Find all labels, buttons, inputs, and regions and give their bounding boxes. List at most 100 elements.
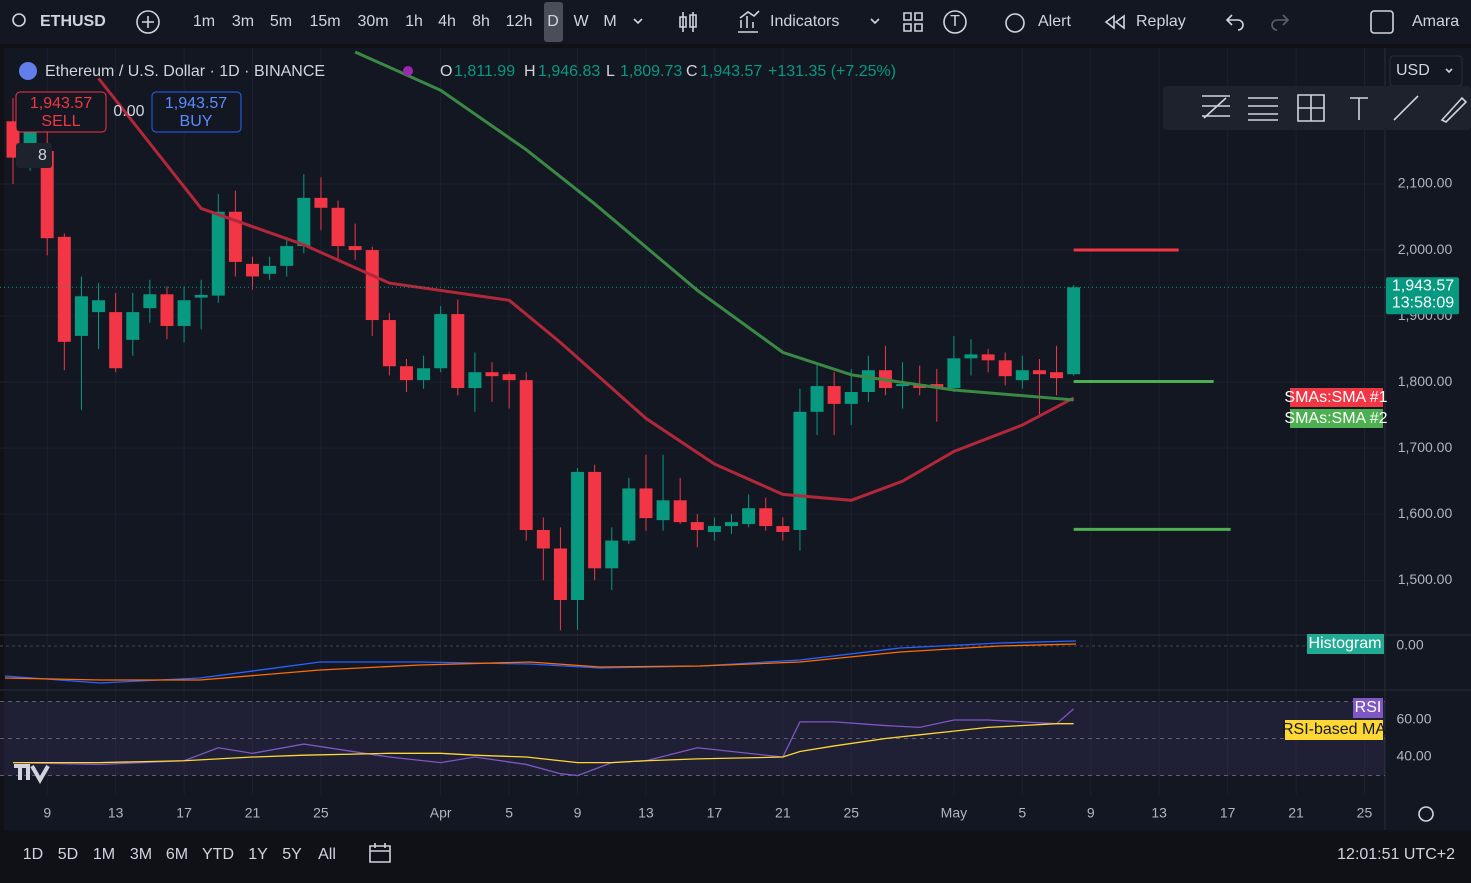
x-tick-label: 5 (1018, 805, 1026, 821)
candle-body (605, 540, 619, 569)
brush-tool[interactable] (1440, 96, 1468, 123)
y-tick-label: 1,800.00 (1398, 373, 1453, 389)
redo[interactable] (1271, 14, 1290, 31)
rsi-ma-tag (1285, 720, 1383, 740)
interval[interactable]: 1h (405, 13, 423, 30)
y-tick-label: 1,500.00 (1398, 571, 1453, 587)
x-tick-label: May (941, 805, 967, 821)
interval[interactable]: D (547, 13, 559, 30)
chevron[interactable] (870, 18, 880, 25)
fullscreen[interactable] (1370, 10, 1394, 34)
signal-line (4, 643, 1077, 681)
interval[interactable]: 15m (309, 13, 340, 30)
sell-button[interactable] (15, 91, 107, 133)
candle-body (348, 246, 362, 251)
alert-icon[interactable] (1005, 13, 1025, 33)
candle-body (57, 236, 71, 342)
go-to-date[interactable] (369, 843, 391, 863)
candle-body (434, 314, 448, 369)
candle-body (263, 265, 277, 274)
add-symbol[interactable] (136, 10, 160, 34)
ohlc-key: L (606, 63, 615, 80)
candle-body (1015, 370, 1029, 381)
replay-button[interactable]: Replay (1136, 13, 1186, 30)
search-icon[interactable] (12, 13, 26, 27)
add-symbol-plus (142, 16, 154, 28)
macd-name: Histogram (1309, 635, 1382, 652)
replay-icon[interactable] (1104, 14, 1125, 30)
last-price: 1,943.57 (1392, 278, 1454, 295)
buy-label: BUY (180, 113, 213, 130)
interval[interactable]: 1m (193, 13, 215, 30)
sell-label: SELL (41, 113, 80, 130)
interval[interactable]: M (603, 13, 616, 30)
buy-button[interactable] (151, 91, 242, 133)
candle-body (571, 471, 585, 601)
candle-body (707, 526, 721, 532)
chart-area (4, 48, 1471, 830)
interval[interactable]: 12h (506, 13, 533, 30)
candle-body (639, 488, 653, 519)
settings[interactable] (1418, 806, 1434, 822)
layouts-icon[interactable] (903, 12, 923, 32)
rsi-name: RSI (1355, 699, 1382, 716)
interval[interactable]: 30m (357, 13, 388, 30)
candle-body (844, 392, 858, 404)
rsi-line (12, 708, 1075, 777)
interval[interactable]: 5m (270, 13, 292, 30)
x-tick-label: 5 (505, 805, 513, 821)
candle-body (725, 522, 739, 527)
text-tool[interactable] (1350, 97, 1368, 120)
series-name: SMAs:SMA #2 (1284, 410, 1387, 427)
fib-tool[interactable] (1248, 97, 1278, 121)
candle-body (827, 386, 841, 404)
chart-title: Ethereum / U.S. Dollar · 1D · BINANCE (45, 63, 325, 80)
x-tick-label: Apr (430, 805, 452, 821)
chart-type-icon[interactable] (679, 12, 697, 32)
ohlc-key: O (440, 63, 452, 80)
range-button[interactable]: 1M (93, 846, 115, 863)
ohlc-key: C (686, 63, 698, 80)
candle-body (365, 250, 379, 321)
range-button[interactable]: 5Y (282, 846, 302, 863)
range-button[interactable]: 5D (58, 846, 78, 863)
range-button[interactable]: 1D (23, 846, 43, 863)
x-tick-label: 9 (1087, 805, 1095, 821)
candle-body (417, 368, 431, 381)
candle-body (1067, 287, 1081, 375)
chevron[interactable] (633, 18, 643, 25)
sma-line (354, 50, 1074, 402)
indicators-button[interactable]: Indicators (770, 13, 839, 30)
range-button[interactable]: 6M (166, 846, 188, 863)
trend-tool[interactable] (1202, 95, 1230, 119)
candle-body (485, 372, 499, 377)
x-tick-label: 9 (574, 805, 582, 821)
line-tool[interactable] (1393, 95, 1419, 121)
range-button[interactable]: YTD (202, 846, 234, 863)
candle-body (468, 372, 482, 389)
interval[interactable]: 3m (232, 13, 254, 30)
alert-button[interactable]: Alert (1038, 13, 1071, 30)
x-tick-label: 21 (775, 805, 791, 821)
sell-price: 1,943.57 (30, 95, 92, 112)
x-tick-label: 25 (1357, 805, 1373, 821)
interval[interactable]: W (573, 13, 589, 30)
badge-circle[interactable] (943, 10, 967, 34)
interval[interactable]: 8h (472, 13, 490, 30)
candle-body (981, 354, 995, 361)
candle-body (793, 411, 807, 531)
undo[interactable] (1225, 14, 1244, 31)
user[interactable]: Amara (1412, 13, 1459, 30)
indicator-toggle[interactable] (16, 143, 52, 168)
range-button[interactable]: 1Y (248, 846, 268, 863)
symbol[interactable]: ETHUSD (40, 13, 106, 30)
indicators-icon[interactable] (738, 10, 760, 33)
range-button[interactable]: All (318, 846, 336, 863)
range-button[interactable]: 3M (130, 846, 152, 863)
spread: 0.00 (113, 103, 144, 120)
measure-tool[interactable] (1297, 94, 1325, 122)
candle-body (382, 320, 396, 367)
interval[interactable]: 4h (438, 13, 456, 30)
last-price-tag (1386, 277, 1459, 315)
candle-body (109, 312, 123, 369)
